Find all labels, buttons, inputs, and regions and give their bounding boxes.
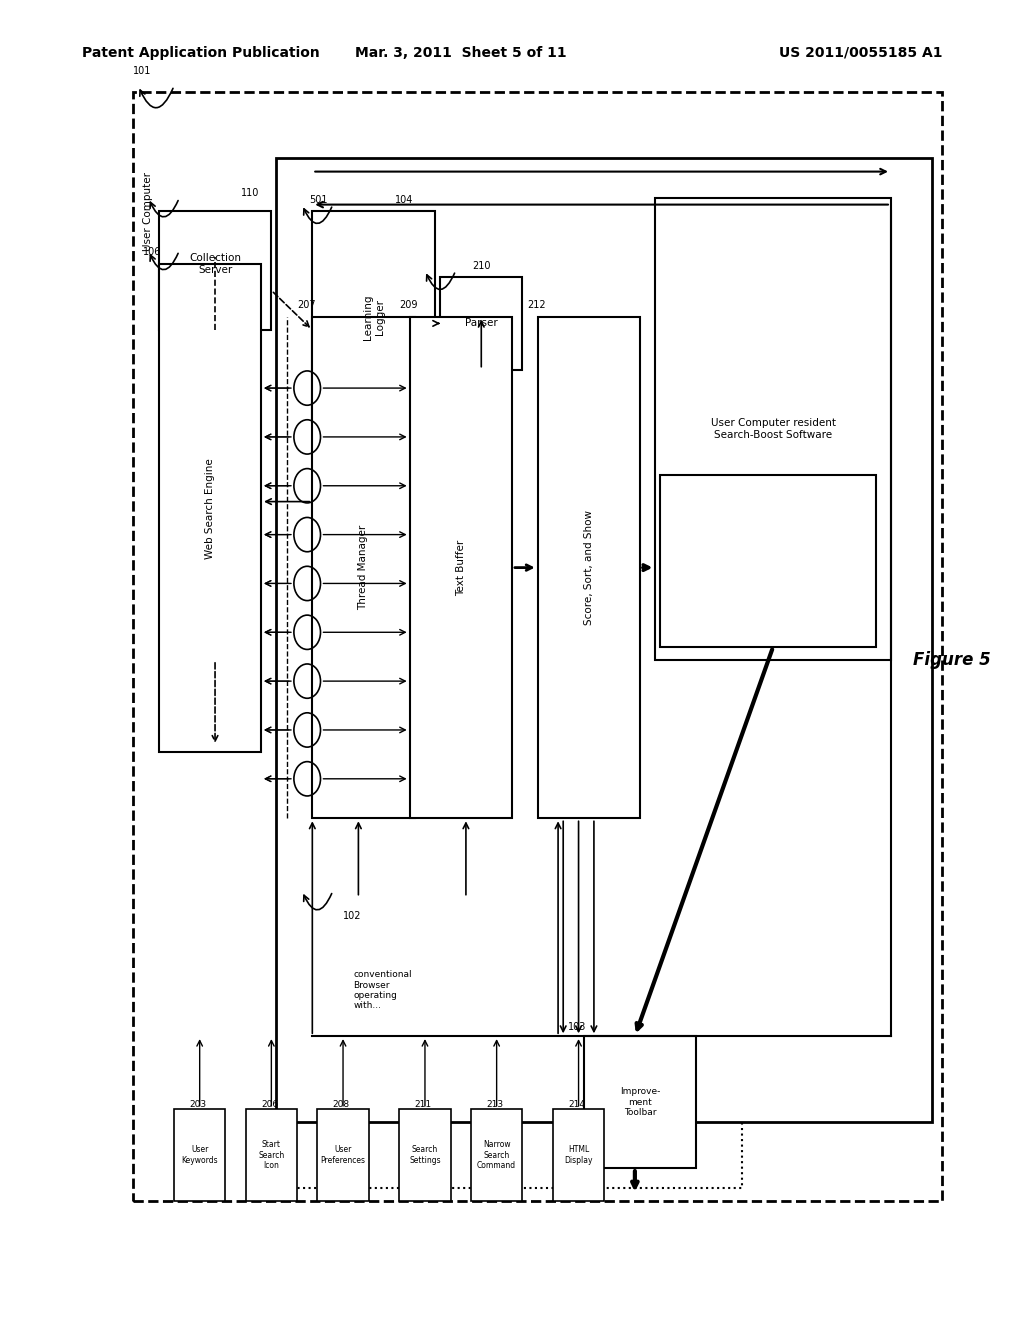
Text: 206: 206 (261, 1100, 279, 1109)
FancyBboxPatch shape (246, 1109, 297, 1201)
Text: 212: 212 (527, 300, 546, 310)
Text: 210: 210 (472, 260, 490, 271)
Text: 203: 203 (189, 1100, 207, 1109)
Text: User
Keywords: User Keywords (181, 1146, 218, 1164)
Text: 102: 102 (343, 911, 361, 921)
FancyBboxPatch shape (655, 198, 891, 660)
FancyBboxPatch shape (174, 1109, 225, 1201)
FancyBboxPatch shape (471, 1109, 522, 1201)
FancyBboxPatch shape (440, 277, 522, 370)
FancyBboxPatch shape (553, 1109, 604, 1201)
Text: US 2011/0055185 A1: US 2011/0055185 A1 (778, 46, 942, 59)
FancyBboxPatch shape (312, 211, 435, 422)
Text: 208: 208 (333, 1100, 350, 1109)
FancyBboxPatch shape (276, 158, 932, 1122)
Text: Collection
Server: Collection Server (189, 253, 241, 275)
Text: Search
Settings: Search Settings (410, 1146, 440, 1164)
Bar (292, 898, 742, 1188)
Text: 106: 106 (143, 247, 162, 257)
Text: 207: 207 (297, 300, 315, 310)
FancyBboxPatch shape (312, 317, 415, 818)
FancyBboxPatch shape (317, 1109, 369, 1201)
Text: 213: 213 (486, 1100, 504, 1109)
Text: Figure 5: Figure 5 (913, 651, 991, 669)
Text: Improve-
ment
Toolbar: Improve- ment Toolbar (620, 1088, 660, 1117)
Text: 110: 110 (241, 187, 259, 198)
Text: User Computer: User Computer (143, 172, 154, 251)
Text: Learning
Logger: Learning Logger (362, 294, 385, 339)
Text: 501: 501 (309, 194, 328, 205)
Text: User Computer resident
Search-Boost Software: User Computer resident Search-Boost Soft… (711, 418, 836, 440)
Text: User
Preferences: User Preferences (321, 1146, 366, 1164)
Text: Thread Manager: Thread Manager (358, 525, 369, 610)
FancyBboxPatch shape (410, 317, 512, 818)
Text: Web Search Engine: Web Search Engine (205, 458, 215, 558)
Text: 209: 209 (399, 300, 418, 310)
Bar (133, 92, 942, 1201)
Text: Parser: Parser (465, 318, 498, 329)
Text: Mar. 3, 2011  Sheet 5 of 11: Mar. 3, 2011 Sheet 5 of 11 (355, 46, 566, 59)
FancyBboxPatch shape (159, 211, 271, 330)
Text: Score, Sort, and Show: Score, Sort, and Show (584, 510, 594, 626)
Text: 101: 101 (133, 66, 152, 77)
Text: Start
Search
Icon: Start Search Icon (258, 1140, 285, 1170)
Text: Narrow
Search
Command: Narrow Search Command (477, 1140, 516, 1170)
FancyBboxPatch shape (399, 1109, 451, 1201)
FancyBboxPatch shape (660, 475, 876, 647)
FancyBboxPatch shape (159, 264, 261, 752)
Text: Patent Application Publication: Patent Application Publication (82, 46, 319, 59)
Text: 104: 104 (395, 194, 414, 205)
Text: 103: 103 (568, 1022, 587, 1032)
Text: conventional
Browser
operating
with...: conventional Browser operating with... (353, 970, 412, 1010)
Text: HTML
Display: HTML Display (564, 1146, 593, 1164)
Text: Text Buffer: Text Buffer (456, 540, 466, 595)
Text: 211: 211 (415, 1100, 432, 1109)
FancyBboxPatch shape (584, 1036, 696, 1168)
Text: 214: 214 (568, 1100, 586, 1109)
FancyBboxPatch shape (538, 317, 640, 818)
